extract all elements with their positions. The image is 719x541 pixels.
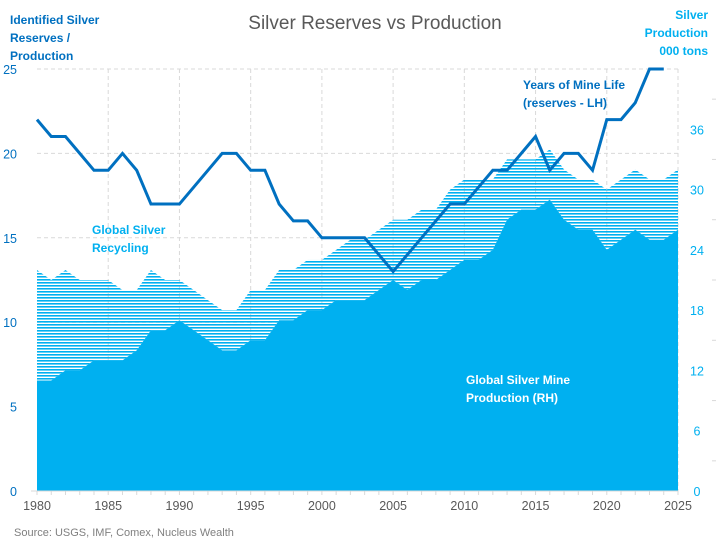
x-tick-label: 2000: [308, 499, 336, 513]
right-axis-title: Silver Production 000 tons: [645, 8, 709, 58]
left-axis-title: Identified Silver Reserves / Production: [10, 13, 100, 63]
x-tick-label: 2010: [450, 499, 478, 513]
mine-production-area: [37, 199, 678, 491]
left-axis-title-line: Production: [10, 49, 73, 63]
right-tick-label: 30: [690, 184, 704, 198]
x-tick-label: 2005: [379, 499, 407, 513]
x-tick-label: 2020: [593, 499, 621, 513]
axes: 1980 1985 1990 1995 2000 2005 2010 2015 2020 2025…: [3, 63, 716, 513]
x-tick-label: 1980: [23, 499, 51, 513]
x-tick-label: 1995: [237, 499, 265, 513]
right-axis-title-line: Silver: [675, 8, 708, 22]
right-axis-title-line: Production: [645, 26, 708, 40]
series-label: Recycling: [92, 241, 149, 255]
series-label: Global Silver Mine: [466, 373, 570, 387]
series-label: Years of Mine Life: [523, 78, 625, 92]
x-tick-label: 1990: [166, 499, 194, 513]
x-tick-label: 1985: [94, 499, 122, 513]
series-label: Production (RH): [466, 391, 558, 405]
recycling-area: [37, 149, 678, 491]
left-tick-label: 0: [10, 485, 17, 499]
left-tick-label: 25: [3, 63, 17, 77]
right-tick-label: 36: [690, 123, 704, 137]
chart-title: Silver Reserves vs Production: [248, 13, 501, 34]
right-tick-label: 6: [694, 425, 701, 439]
lines: [35, 67, 664, 274]
right-tick-label: 0: [694, 485, 701, 499]
left-axis-title-line: Reserves /: [10, 31, 71, 45]
series-labels: Global Silver Mine Production (RH) Global …: [92, 78, 625, 405]
x-tick-label: 2015: [522, 499, 550, 513]
right-tick-label: 18: [690, 304, 704, 318]
right-tick-label: 24: [690, 244, 704, 258]
left-tick-label: 20: [3, 147, 17, 161]
series-label: Global Silver: [92, 223, 166, 237]
left-tick-label: 15: [3, 232, 17, 246]
mine-life-line: [35, 67, 664, 274]
left-axis-title-line: Identified Silver: [10, 13, 100, 27]
right-tick-label: 12: [690, 364, 704, 378]
left-tick-label: 5: [10, 401, 17, 415]
series-label: (reserves - LH): [523, 96, 607, 110]
left-tick-label: 10: [3, 316, 17, 330]
right-axis-title-line: 000 tons: [659, 44, 708, 58]
x-tick-label: 2025: [664, 499, 692, 513]
areas: [37, 149, 678, 491]
source-note: Source: USGS, IMF, Comex, Nucleus Wealth: [14, 527, 234, 539]
